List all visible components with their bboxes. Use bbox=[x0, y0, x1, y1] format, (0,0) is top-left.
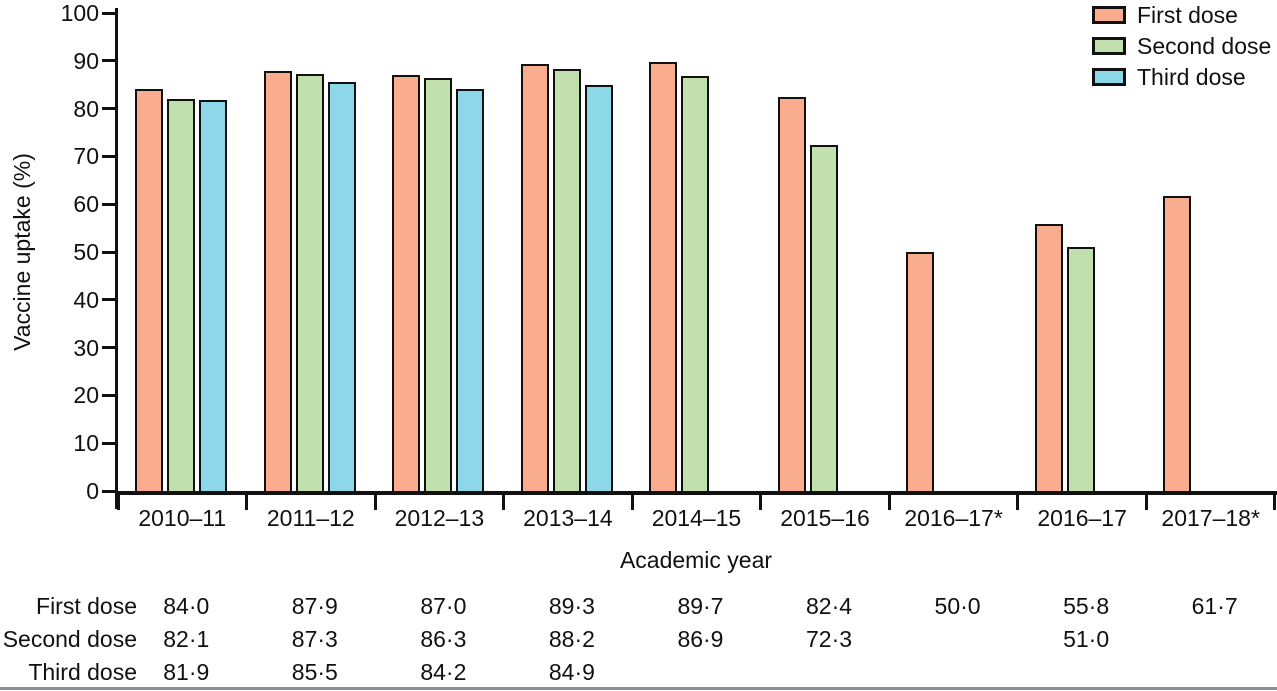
table-cell-first-dose-2016-17: 50·0 bbox=[934, 593, 981, 619]
table-cell-first-dose-2012-13: 87·0 bbox=[420, 593, 467, 619]
table-row-label-first-dose: First dose bbox=[36, 593, 137, 619]
y-tick bbox=[102, 59, 115, 63]
legend-swatch-second-dose bbox=[1092, 37, 1126, 55]
x-axis-title: Academic year bbox=[619, 547, 773, 573]
bar-first-dose-2015-16 bbox=[777, 97, 806, 493]
y-axis-line bbox=[115, 8, 118, 509]
y-tick-label: 20 bbox=[73, 382, 99, 409]
table-cell-first-dose-2010-11: 84·0 bbox=[163, 593, 210, 619]
y-tick bbox=[102, 202, 115, 206]
bar-second-dose-2011-12 bbox=[295, 73, 324, 493]
table-cell-second-dose-2014-15: 86·9 bbox=[677, 626, 724, 652]
legend-swatch-first-dose bbox=[1092, 6, 1126, 24]
table-cell-first-dose-2016-17: 55·8 bbox=[1063, 593, 1110, 619]
table-cell-first-dose-2013-14: 89·3 bbox=[548, 593, 595, 619]
x-tick bbox=[116, 495, 120, 510]
y-tick bbox=[102, 154, 115, 158]
x-category-label-2011-12: 2011–12 bbox=[266, 505, 355, 531]
x-category-label-2016-17: 2016–17* bbox=[904, 505, 1003, 531]
bar-second-dose-2013-14 bbox=[552, 69, 581, 493]
y-tick-label: 90 bbox=[73, 47, 99, 74]
x-axis-line bbox=[115, 491, 1277, 495]
table-cell-second-dose-2015-16: 72·3 bbox=[805, 626, 853, 652]
x-category-label-2013-14: 2013–14 bbox=[523, 505, 613, 531]
bar-third-dose-2010-11 bbox=[199, 99, 227, 493]
legend-item-third-dose: Third dose bbox=[1092, 64, 1246, 90]
bar-second-dose-2012-13 bbox=[424, 78, 453, 493]
x-category-label-2014-15: 2014–15 bbox=[651, 505, 742, 531]
y-tick-label: 80 bbox=[73, 95, 99, 122]
table-cell-first-dose-2017-18: 61·7 bbox=[1191, 593, 1238, 619]
table-cell-first-dose-2011-12: 87·9 bbox=[291, 593, 338, 619]
bar-first-dose-2014-15 bbox=[649, 62, 678, 493]
y-tick-label: 30 bbox=[73, 334, 99, 361]
table-row-label-second-dose: Second dose bbox=[2, 626, 137, 652]
bar-second-dose-2016-17 bbox=[1066, 247, 1095, 493]
bar-first-dose-2016-17 bbox=[1034, 224, 1063, 493]
table-cell-second-dose-2010-11: 82·1 bbox=[163, 626, 210, 652]
table-cell-second-dose-2016-17: 51·0 bbox=[1063, 626, 1110, 652]
table-cell-second-dose-2013-14: 88·2 bbox=[548, 626, 595, 652]
bar-first-dose-2013-14 bbox=[520, 64, 549, 493]
table-cell-second-dose-2011-12: 87·3 bbox=[291, 626, 338, 652]
bar-first-dose-2017-18 bbox=[1163, 196, 1192, 493]
bar-first-dose-2010-11 bbox=[135, 89, 163, 493]
bar-second-dose-2010-11 bbox=[167, 98, 195, 493]
y-tick bbox=[102, 489, 115, 493]
x-tick bbox=[245, 495, 249, 510]
bar-third-dose-2011-12 bbox=[327, 82, 356, 493]
y-tick-label: 70 bbox=[73, 143, 99, 170]
y-tick-label: 10 bbox=[73, 430, 99, 457]
bar-first-dose-2012-13 bbox=[392, 75, 421, 493]
x-category-label-2012-13: 2012–13 bbox=[394, 505, 485, 531]
y-tick-label: 0 bbox=[86, 478, 99, 504]
legend-label-second-dose: Second dose bbox=[1137, 33, 1272, 59]
bottom-rule bbox=[0, 687, 1277, 690]
legend-item-second-dose: Second dose bbox=[1092, 33, 1271, 59]
table-cell-first-dose-2015-16: 82·4 bbox=[805, 593, 853, 619]
legend-label-third-dose: Third dose bbox=[1137, 64, 1246, 90]
table-cell-third-dose-2010-11: 81·9 bbox=[163, 659, 210, 685]
x-tick bbox=[630, 495, 634, 510]
x-tick bbox=[502, 495, 506, 510]
table-cell-third-dose-2011-12: 85·5 bbox=[291, 659, 338, 685]
bar-first-dose-2011-12 bbox=[263, 70, 292, 493]
x-tick bbox=[373, 495, 377, 510]
y-tick bbox=[102, 107, 115, 111]
x-tick bbox=[887, 495, 891, 510]
y-tick bbox=[102, 441, 115, 445]
x-tick bbox=[1144, 495, 1148, 510]
legend-swatch-third-dose bbox=[1092, 68, 1126, 86]
bar-third-dose-2013-14 bbox=[584, 85, 613, 493]
y-tick bbox=[102, 11, 115, 15]
bar-second-dose-2014-15 bbox=[681, 75, 710, 493]
bar-second-dose-2015-16 bbox=[809, 145, 838, 493]
y-tick-label: 100 bbox=[60, 0, 99, 26]
y-tick bbox=[102, 346, 115, 350]
x-tick bbox=[759, 495, 763, 510]
x-tick bbox=[1273, 495, 1277, 510]
x-category-label-2016-17: 2016–17 bbox=[1037, 505, 1127, 531]
y-tick bbox=[102, 298, 115, 302]
table-cell-third-dose-2013-14: 84·9 bbox=[548, 659, 595, 685]
x-category-label-2010-11: 2010–11 bbox=[138, 505, 227, 531]
bar-first-dose-2016-17 bbox=[906, 252, 935, 493]
table-cell-second-dose-2012-13: 86·3 bbox=[420, 626, 467, 652]
legend-item-first-dose: First dose bbox=[1092, 2, 1238, 28]
table-cell-third-dose-2012-13: 84·2 bbox=[420, 659, 467, 685]
legend-label-first-dose: First dose bbox=[1137, 2, 1238, 28]
y-tick bbox=[102, 393, 115, 397]
y-tick bbox=[102, 250, 115, 254]
table-cell-first-dose-2014-15: 89·7 bbox=[677, 593, 724, 619]
y-tick-label: 40 bbox=[73, 286, 99, 313]
x-category-label-2017-18: 2017–18* bbox=[1161, 505, 1260, 531]
x-category-label-2015-16: 2015–16 bbox=[780, 505, 870, 531]
bar-third-dose-2012-13 bbox=[456, 88, 485, 493]
y-tick-label: 60 bbox=[73, 191, 99, 218]
y-tick-label: 50 bbox=[73, 239, 99, 265]
table-row-label-third-dose: Third dose bbox=[28, 659, 137, 685]
x-tick bbox=[1016, 495, 1020, 510]
